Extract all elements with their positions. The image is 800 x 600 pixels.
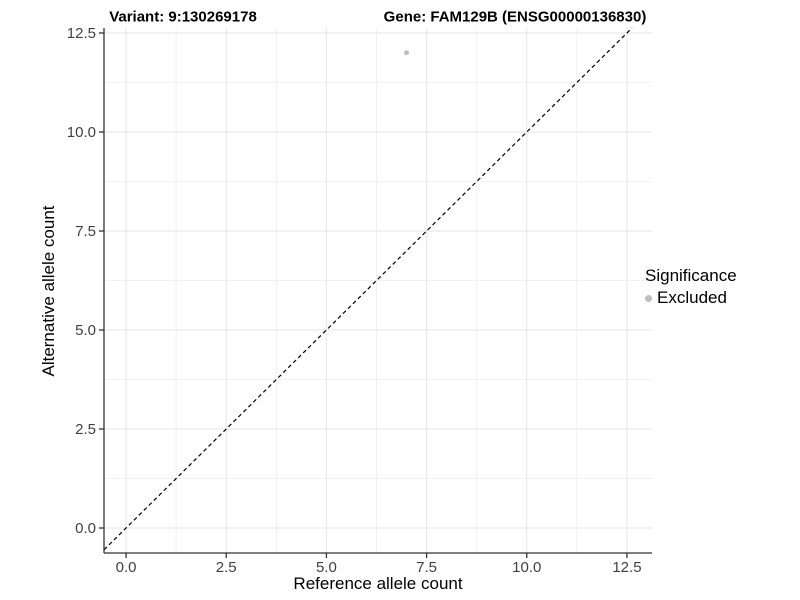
legend-item-excluded: Excluded <box>645 288 737 308</box>
legend-title: Significance <box>645 266 737 285</box>
x-tick-label: 0.0 <box>116 559 137 576</box>
y-tick-label: 2.5 <box>75 421 96 438</box>
data-point <box>404 50 410 56</box>
plot-title-variant: Variant: 9:130269178 <box>109 8 257 26</box>
y-tick-label: 10.0 <box>67 124 96 141</box>
legend-item-label: Excluded <box>657 288 727 307</box>
legend-point-icon <box>645 294 652 302</box>
x-tick-label: 2.5 <box>216 559 237 576</box>
x-tick-label: 5.0 <box>316 559 337 576</box>
y-tick-label: 12.5 <box>67 25 96 42</box>
y-tick-label: 0.0 <box>75 520 96 537</box>
x-tick-label: 7.5 <box>416 559 437 576</box>
x-axis-title: Reference allele count <box>293 574 463 593</box>
x-tick-label: 12.5 <box>612 559 641 576</box>
y-tick-label: 7.5 <box>75 223 96 240</box>
y-axis-title: Alternative allele count <box>39 205 58 377</box>
y-tick-label: 5.0 <box>75 322 96 339</box>
x-tick-label: 10.0 <box>512 559 541 576</box>
plot-title-gene: Gene: FAM129B (ENSG00000136830) <box>383 8 647 26</box>
legend: Significance Excluded <box>645 266 737 308</box>
identity-line <box>103 27 633 551</box>
